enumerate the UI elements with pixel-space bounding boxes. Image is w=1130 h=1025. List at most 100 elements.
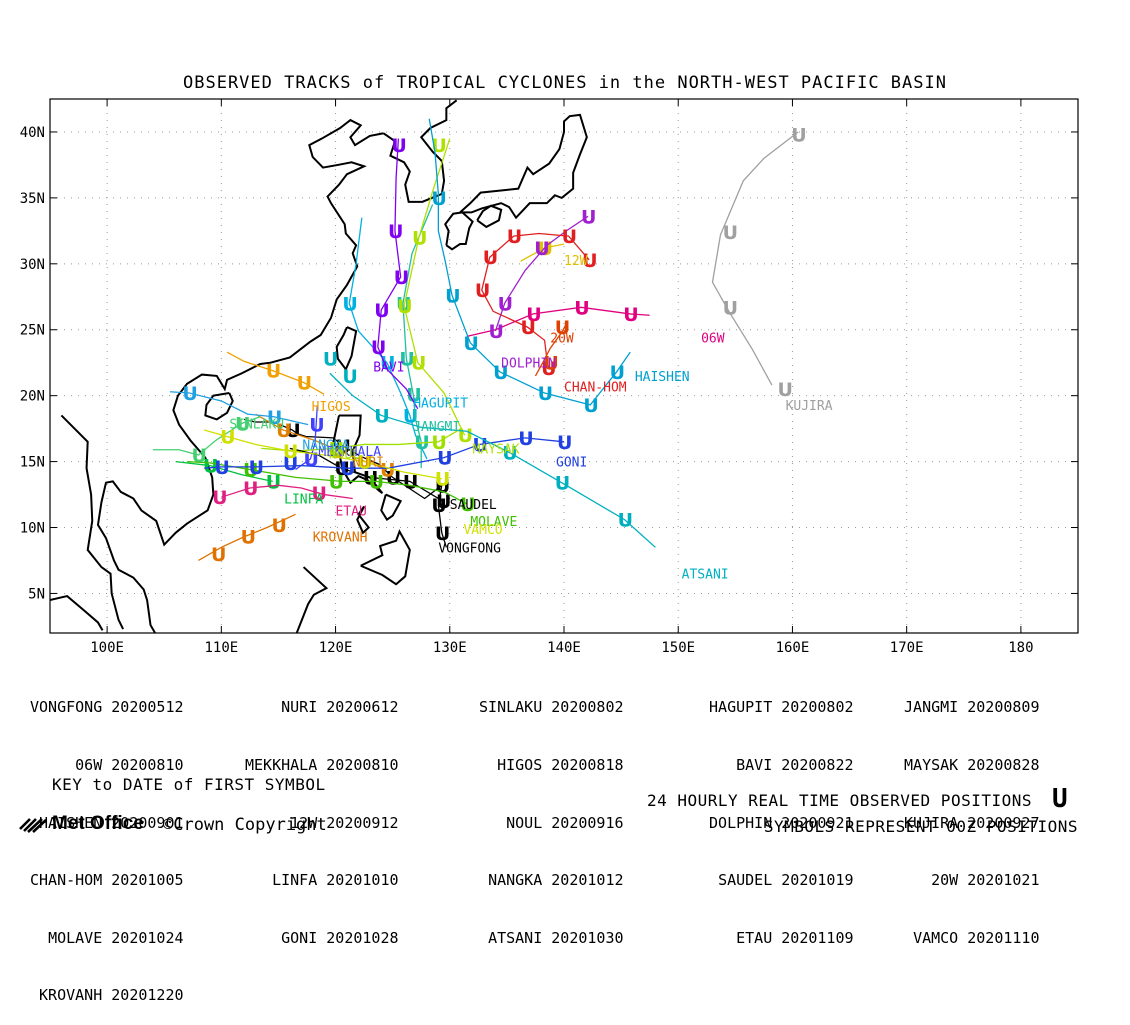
track-line-vamco [204,429,442,480]
cyclone-position-symbol: Ս [502,442,516,464]
cyclone-position-symbol: Ս [311,483,325,505]
track-line-goni [204,437,565,469]
cyclone-position-symbol: Ս [243,478,257,500]
cyclone-position-symbol: Ս [498,293,512,315]
cyclone-position-symbol: Ս [406,384,420,406]
legend-column-5: JANGMI 20200809 MAYSAK 20200828 KUJIRA 2… [895,660,1040,967]
coastline [335,326,358,372]
cyclone-position-symbol: Ս [778,379,792,401]
cyclone-position-symbol: Ս [214,457,228,479]
cyclone-position-symbol: Ս [435,523,449,545]
cyclone-position-symbol: Ս [380,353,394,375]
cyclone-position-symbol: Ս [436,491,450,513]
legend-column-3: SINLAKU 20200802 HIGOS 20200818 NOUL 202… [470,660,624,967]
x-tick-label: 130E [433,640,467,656]
cyclone-position-symbol: Ս [388,221,402,243]
track-label-molave: MOLAVE [470,515,517,530]
met-office-logo: Met Office [18,813,144,835]
cyclone-position-symbol: Ս [574,297,588,319]
cyclone-position-symbol: Ս [397,296,411,318]
legend-entry: KROVANH 20201220 [39,986,184,1005]
legend-entry: CHAN-HOM 20201005 [30,871,184,890]
cyclone-position-symbol: Ս [411,353,425,375]
track-label-06w: 06W [701,332,725,347]
track-label-vongfong: VONGFONG [438,541,501,556]
track-label-krovanh: KROVANH [313,531,368,546]
y-tick-label: 20N [20,389,45,405]
cyclone-position-symbol: Ս [235,413,249,435]
track-line-jangmi [402,204,434,469]
track-line-vongfong [244,418,447,548]
track-label-bavi: BAVI [373,361,404,376]
footer-observed-positions: 24 HOURLY REAL TIME OBSERVED POSITIONS [646,791,1032,810]
cyclone-position-symbol: Ս [363,467,377,489]
cyclone-position-symbol: Ս [374,300,388,322]
track-line-sinlaku [152,416,261,456]
track-line-kujira [711,131,799,386]
cyclone-position-symbol: Ս [243,460,257,482]
cyclone-position-symbol: Ս [562,226,576,248]
track-label-noul: NOUL [329,448,360,463]
x-tick-label: 150E [661,640,695,656]
cyclone-position-symbol: Ս [460,494,474,516]
coastline [50,594,104,631]
legend-entry: NOUL 20200916 [506,813,624,832]
y-tick-label: 15N [20,455,45,471]
cyclone-symbol-icon: Ս [1052,784,1068,814]
track-label-12w: 12W [564,254,588,269]
cyclone-position-symbol: Ս [276,420,290,442]
cyclone-position-symbol: Ս [342,366,356,388]
coastline [204,392,234,421]
track-label-saudel: SAUDEL [450,498,497,513]
legend-entry: ETAU 20201109 [736,928,854,947]
legend-entry: HIGOS 20200818 [497,756,624,774]
cyclone-position-symbol: Ս [369,471,383,493]
track-line-noul [261,428,462,452]
cyclone-position-symbol: Ս [475,280,489,302]
cyclone-position-symbol: Ս [445,285,459,307]
met-office-logo-text: Met Office [52,813,144,834]
coastline [444,211,474,251]
track-label-jangmi: JANGMI [413,420,460,435]
legend-entry: DOLPHIN 20200921 [709,813,854,832]
track-line-bavi [377,138,419,410]
coastline [476,204,503,229]
legend-column-2: NURI 20200612 MEKKHALA 20200810 12W 2020… [245,660,399,967]
cyclone-position-symbol: Ս [557,432,571,454]
cyclone-position-symbol: Ս [435,475,449,497]
cyclone-position-symbol: Ս [371,337,385,359]
track-line-dolphin [494,215,589,332]
cyclone-position-symbol: Ս [285,420,299,442]
cyclone-position-symbol: Ս [463,333,477,355]
legend-entry: MOLAVE 20201024 [48,928,184,947]
y-tick-label: 10N [20,521,45,537]
chart-title: OBSERVED TRACKS of TROPICAL CYCLONES in … [183,73,947,93]
cyclone-position-symbol: Ս [403,471,417,493]
coastline [295,566,329,633]
track-label-kujira: KUJIRA [786,399,833,414]
legend-entry: MEKKHALA 20200810 [245,756,399,774]
track-label-hagupit: HAGUPIT [413,396,468,411]
cyclone-position-symbol: Ս [483,247,497,269]
cyclone-position-symbol: Ս [623,304,637,326]
track-line-mekkhala [295,406,318,471]
track-line-hagupit [348,217,428,460]
track-line-chan-hom [481,232,590,369]
legend-entry: HAGUPIT 20200802 [709,698,854,717]
coastline [96,118,384,633]
track-label-linfa: LINFA [284,493,323,508]
cyclone-position-symbol: Ս [266,471,280,493]
cyclone-position-symbol: Ս [723,297,737,319]
cyclone-position-symbol: Ս [431,432,445,454]
legend-entry: 06W 20200810 [75,756,184,774]
track-label-atsani: ATSANI [682,568,729,583]
track-line-atsani [329,372,656,548]
track-label-higos: HIGOS [312,400,351,415]
legend-entry: MAYSAK 20200828 [904,756,1040,774]
cyclone-position-symbol: Ս [610,362,624,384]
track-line-higos [226,351,325,395]
cyclone-position-symbol: Ս [220,427,234,449]
y-tick-label: 30N [20,257,45,273]
